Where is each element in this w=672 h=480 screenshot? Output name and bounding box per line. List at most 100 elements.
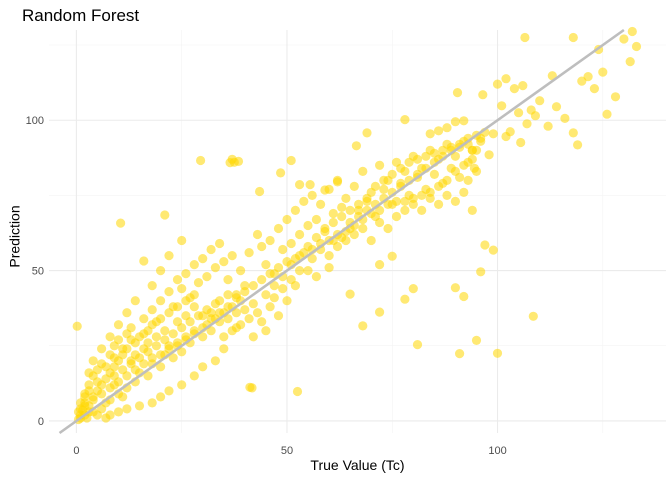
data-point [337,211,347,222]
data-point [248,299,258,309]
data-point [84,386,94,396]
data-point [168,353,178,363]
data-point [156,362,166,372]
data-point [189,260,199,270]
data-point [160,326,170,336]
data-point [130,296,140,306]
x-tick-label: 0 [73,445,79,457]
data-point [261,326,271,336]
data-point [625,57,635,67]
data-point [452,88,463,98]
data-point [434,199,444,209]
data-point [105,332,115,342]
data-point [223,290,233,300]
data-point [139,314,149,324]
data-point [425,129,435,139]
data-point [425,187,435,197]
data-point [375,260,385,270]
data-point [130,365,140,375]
data-point [311,214,321,225]
data-point [219,257,229,267]
data-point [198,332,208,342]
data-point [362,193,372,203]
data-point [345,289,355,299]
data-point [118,344,128,354]
data-point [76,398,86,408]
data-point [206,326,216,336]
data-point [73,407,84,417]
data-point [177,235,187,246]
data-point [147,353,157,363]
data-point [177,323,187,333]
data-point [518,81,528,91]
data-point [147,398,157,408]
data-point [568,128,578,138]
data-point [375,307,385,317]
data-point [278,244,288,255]
data-point [290,205,300,215]
data-point [168,329,178,339]
data-point [295,229,305,240]
data-point [88,395,98,405]
data-point [88,356,98,366]
data-point [324,263,334,273]
data-point [269,281,279,291]
data-point [450,196,460,206]
data-point [257,241,267,252]
data-point [501,74,511,84]
data-point [307,254,317,264]
data-point [273,263,284,273]
data-point [116,218,126,228]
data-point [143,371,153,381]
data-point [206,314,216,324]
data-point [151,341,161,351]
data-point [164,344,174,354]
data-point [236,266,246,276]
data-point [231,293,241,303]
data-point [429,169,439,179]
data-point [396,163,406,173]
data-point [442,175,452,185]
data-point [476,267,486,277]
data-point [240,287,250,297]
data-point [189,302,199,312]
data-point [358,166,368,176]
data-point [328,208,338,219]
data-point [273,311,284,321]
data-point [471,145,482,155]
y-tick-label: 50 [32,266,44,278]
data-point [227,154,237,164]
data-point [480,240,490,250]
data-point [412,340,423,350]
data-point [255,186,265,197]
data-point [286,275,296,285]
data-point [412,154,423,164]
data-point [177,347,187,357]
data-point [215,238,225,249]
data-point [316,199,326,209]
data-point [172,338,183,348]
data-point [400,294,410,304]
data-point [295,180,305,190]
data-point [501,131,511,142]
data-point [147,305,157,315]
data-point [139,256,149,266]
data-point [459,187,469,197]
data-point [408,284,418,294]
data-point [492,348,503,358]
data-point [248,332,258,342]
data-point [551,102,562,112]
data-point [97,389,107,399]
y-tick-label: 100 [26,115,44,127]
data-point [467,205,477,215]
data-point [404,157,414,167]
data-point [139,359,149,369]
data-point [282,257,292,267]
data-point [164,287,174,297]
data-point [509,84,519,94]
data-point [244,314,254,324]
data-point [181,296,191,306]
data-point [573,140,583,150]
data-point [160,335,170,345]
